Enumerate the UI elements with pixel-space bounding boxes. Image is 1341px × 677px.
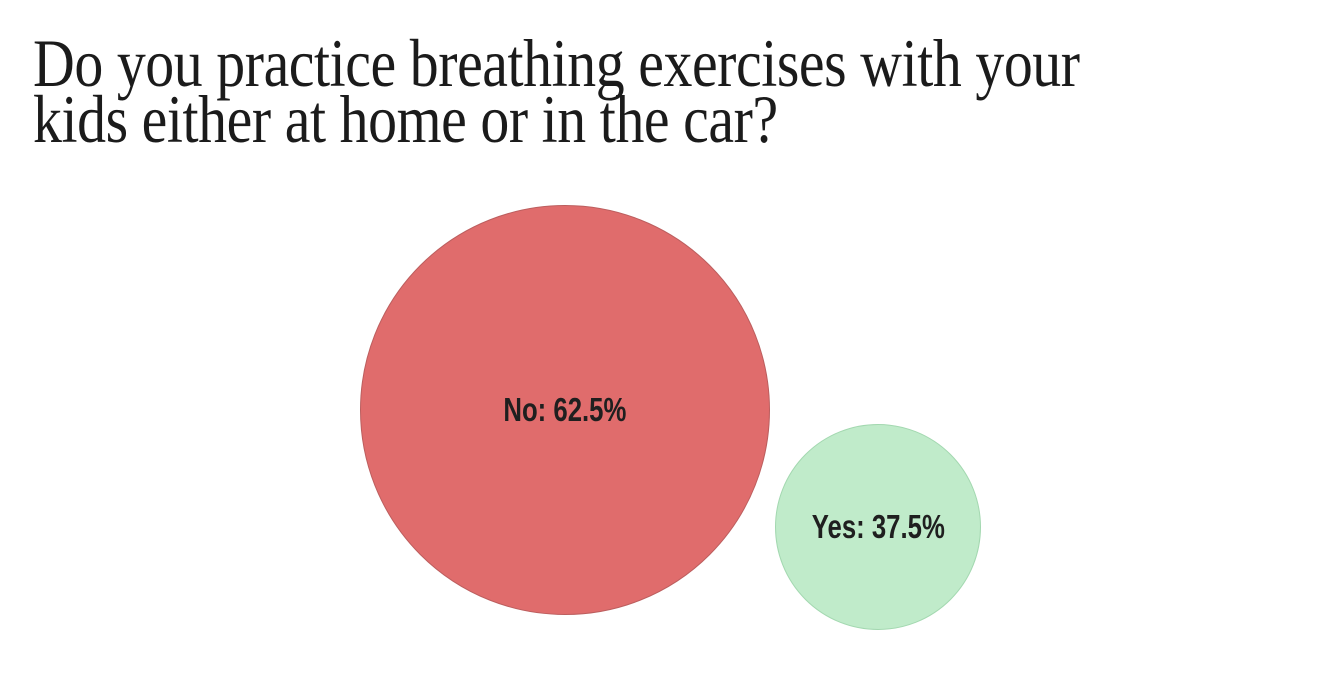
bubble-no-label: No: 62.5% [503, 391, 627, 428]
bubble-no[interactable]: No: 62.5% [360, 205, 770, 615]
chart-title: Do you practice breathing exercises with… [33, 25, 1080, 157]
bubble-yes-label: Yes: 37.5% [811, 508, 945, 545]
chart-title-line-2: kids either at home or in the car? [33, 80, 778, 157]
bubble-yes[interactable]: Yes: 37.5% [775, 424, 981, 630]
chart-title-line-1: Do you practice breathing exercises with… [33, 25, 1080, 101]
